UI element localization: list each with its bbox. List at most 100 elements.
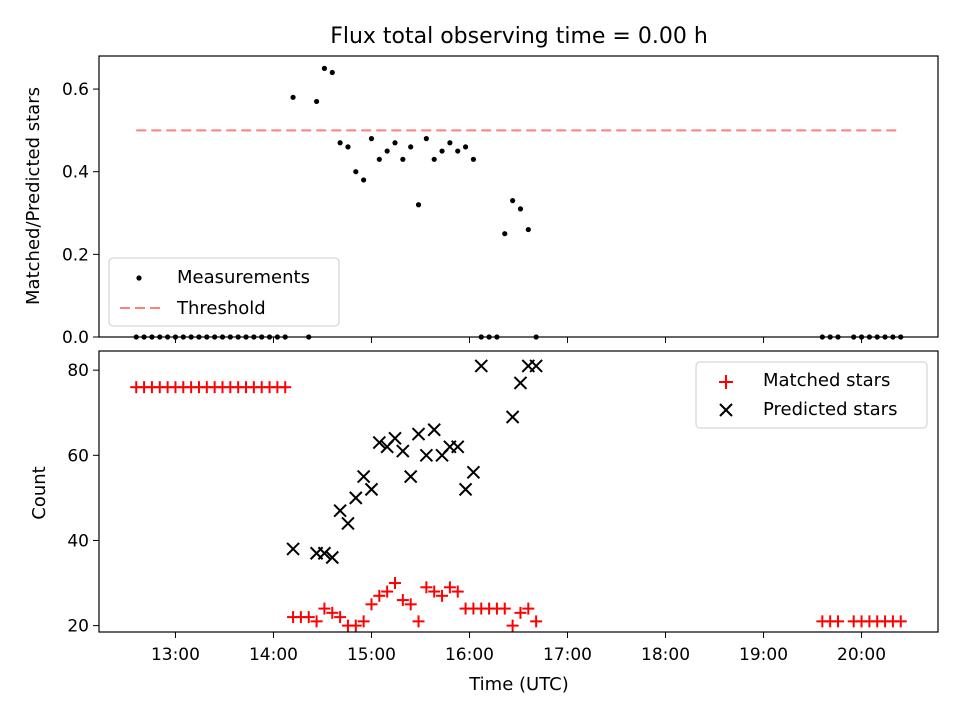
measurement-point — [392, 140, 398, 146]
top-y-tick-label: 0.0 — [62, 328, 89, 348]
predicted-star-point — [466, 465, 481, 480]
matched-star-point — [389, 577, 402, 590]
predicted-star-point — [364, 482, 379, 497]
measurement-point — [290, 94, 296, 100]
measurement-point — [455, 148, 461, 154]
bottom-plot-frame — [98, 350, 939, 633]
measurement-point — [353, 169, 359, 175]
predicted-star-point — [396, 444, 410, 458]
predicted-star-point — [474, 359, 488, 373]
top-y-label: Matched/Predicted stars — [23, 87, 44, 305]
predicted-star-points — [286, 359, 543, 565]
predicted-star-point — [356, 469, 371, 484]
matched-star-point — [310, 615, 323, 628]
measurement-point — [408, 144, 414, 150]
predicted-star-point — [333, 503, 347, 518]
measurement-point — [368, 136, 375, 142]
bottom-legend-box — [695, 361, 928, 429]
predicted-star-point — [411, 427, 426, 441]
matched-star-points — [130, 381, 907, 632]
measurement-point — [510, 198, 516, 204]
legend-threshold-label: Threshold — [176, 298, 266, 319]
bottom-y-tick-label: 40 — [67, 531, 89, 551]
measurement-point — [329, 69, 335, 76]
matched-star-point — [396, 594, 409, 607]
top-legend: Measurements Threshold — [108, 257, 340, 327]
measurement-point — [525, 226, 531, 233]
legend-predicted-marker — [719, 403, 733, 417]
bottom-x-tick-label: 20:00 — [837, 645, 886, 665]
matched-star-point — [420, 581, 433, 594]
top-y-ticks: 0.0 0.2 0.4 0.6 — [62, 80, 99, 348]
bottom-x-tick-label: 13:00 — [151, 645, 200, 665]
predicted-star-point — [513, 376, 528, 390]
measurement-point — [462, 144, 469, 150]
predicted-star-point — [286, 542, 300, 556]
bottom-x-tick-label: 15:00 — [347, 645, 396, 665]
measurement-point — [447, 140, 453, 146]
predicted-star-point — [529, 359, 543, 373]
matched-star-point — [302, 611, 315, 624]
measurement-point — [470, 156, 477, 162]
predicted-star-point — [419, 448, 434, 463]
measurement-point — [415, 202, 422, 208]
predicted-star-point — [458, 482, 473, 497]
matched-star-point — [412, 615, 425, 628]
x-axis-label: Time (UTC) — [468, 674, 569, 695]
matched-star-point — [436, 589, 449, 602]
top-y-tick-label: 0.4 — [62, 163, 89, 183]
predicted-star-point — [403, 469, 418, 484]
predicted-star-point — [341, 516, 355, 531]
legend-matched-label: Matched stars — [763, 370, 890, 391]
bottom-legend: Matched stars Predicted stars — [695, 361, 928, 429]
predicted-star-point — [505, 410, 520, 424]
predicted-star-point — [349, 491, 363, 505]
top-x-ticks — [174, 337, 863, 343]
matched-star-point — [506, 619, 519, 632]
matched-star-point — [832, 615, 845, 628]
matched-star-point — [428, 585, 441, 598]
measurement-point — [313, 98, 320, 105]
predicted-star-point — [388, 431, 402, 445]
predicted-star-point — [427, 423, 441, 437]
measurement-point — [376, 156, 382, 162]
measurement-point — [384, 148, 390, 154]
bottom-x-tick-label: 17:00 — [543, 645, 592, 665]
bottom-y-tick-label: 20 — [67, 617, 89, 637]
matched-star-point — [514, 606, 527, 619]
matched-star-point — [365, 598, 378, 611]
measurement-point — [517, 206, 524, 212]
legend-measurements-label: Measurements — [177, 267, 310, 288]
measurement-point — [439, 148, 445, 154]
top-panel: 0.0 0.2 0.4 0.6 Matched/Predicted stars Mea… — [23, 55, 939, 348]
measurement-point — [400, 156, 406, 162]
measurement-point — [431, 156, 437, 162]
bottom-x-ticks: 13:00 14:00 15:00 16:00 17:00 18:00 19:00 20:00 — [151, 632, 886, 665]
matched-star-point — [357, 615, 370, 628]
top-y-tick-label: 0.6 — [62, 80, 89, 100]
top-plot-frame — [98, 55, 939, 338]
predicted-star-point — [372, 435, 387, 450]
chart-title: Flux total observing time = 0.00 h — [330, 24, 708, 49]
matched-star-point — [498, 602, 511, 615]
measurement-point — [361, 177, 367, 183]
matched-star-point — [522, 602, 535, 615]
bottom-y-tick-label: 80 — [67, 361, 89, 381]
bottom-x-tick-label: 19:00 — [739, 645, 788, 665]
bottom-y-label: Count — [29, 466, 50, 519]
matched-star-point — [443, 581, 456, 594]
matched-star-point — [894, 615, 907, 628]
measurement-point — [321, 65, 328, 71]
matched-star-point — [530, 615, 543, 628]
predicted-star-point — [451, 440, 465, 454]
matched-star-point — [451, 585, 464, 598]
bottom-y-tick-label: 60 — [67, 446, 89, 466]
bottom-x-tick-label: 18:00 — [641, 645, 690, 665]
matched-star-point — [381, 585, 394, 598]
legend-measurement-marker — [136, 275, 142, 281]
matched-star-point — [318, 602, 331, 615]
predicted-star-point — [317, 546, 332, 560]
top-legend-box — [108, 257, 340, 327]
